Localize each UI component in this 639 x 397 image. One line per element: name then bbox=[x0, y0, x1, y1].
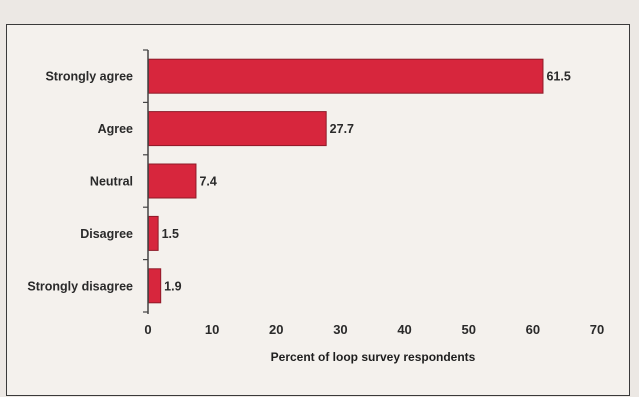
x-tick-label: 50 bbox=[461, 322, 475, 337]
bar-strongly-agree bbox=[148, 58, 544, 94]
data-label: 1.9 bbox=[164, 279, 181, 293]
x-tick-label: 20 bbox=[269, 322, 283, 337]
axes-layer bbox=[143, 49, 149, 314]
data-label: 7.4 bbox=[199, 175, 216, 189]
x-tick-label: 60 bbox=[526, 322, 540, 337]
bar-disagree bbox=[148, 215, 159, 251]
category-label: Strongly agree bbox=[45, 70, 133, 84]
bars-layer bbox=[148, 58, 544, 304]
x-axis-title: Percent of loop survey respondents bbox=[271, 350, 476, 364]
data-label: 27.7 bbox=[330, 122, 354, 136]
x-tick-label: 40 bbox=[397, 322, 411, 337]
bar-neutral bbox=[148, 163, 197, 199]
category-label: Disagree bbox=[80, 227, 133, 241]
x-tick-label: 0 bbox=[144, 322, 151, 337]
labels-layer: 0 10 20 30 40 50 60 70 Strongly agree 61.5 Agree 27… bbox=[27, 70, 604, 337]
category-label: Agree bbox=[98, 122, 133, 136]
data-label: 1.5 bbox=[162, 227, 179, 241]
category-label: Neutral bbox=[90, 175, 133, 189]
x-tick-label: 30 bbox=[333, 322, 347, 337]
data-label: 61.5 bbox=[546, 70, 570, 84]
bar-agree bbox=[148, 111, 327, 147]
x-tick-label: 10 bbox=[205, 322, 219, 337]
bar-strongly-disagree bbox=[148, 268, 162, 304]
x-tick-label: 70 bbox=[590, 322, 604, 337]
category-label: Strongly disagree bbox=[27, 279, 133, 293]
